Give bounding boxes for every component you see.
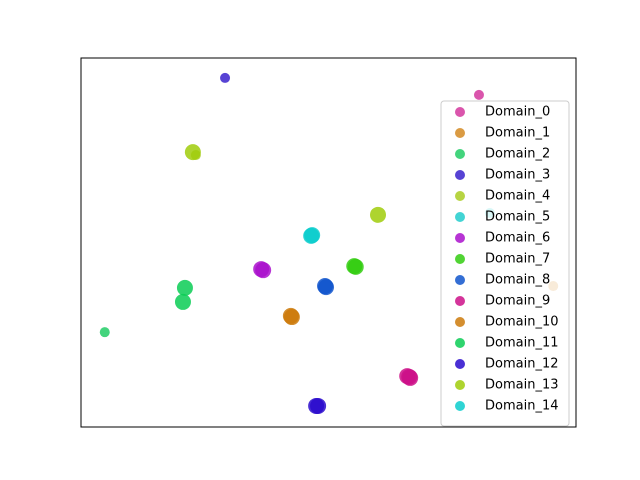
point	[220, 72, 231, 83]
legend-marker	[455, 296, 465, 306]
legend-marker	[455, 401, 465, 411]
point	[174, 293, 191, 310]
legend-label: Domain_5	[485, 210, 550, 225]
legend-label: Domain_6	[485, 231, 550, 246]
legend-label: Domain_8	[485, 273, 550, 288]
point	[255, 262, 272, 279]
legend-marker	[455, 317, 465, 327]
legend-label: Domain_14	[485, 399, 559, 414]
legend-label: Domain_11	[485, 336, 559, 351]
point	[370, 206, 386, 223]
legend-box	[440, 100, 570, 427]
legend-marker	[455, 380, 465, 390]
legend-marker	[455, 338, 465, 348]
point	[99, 327, 110, 338]
legend-label: Domain_9	[485, 294, 550, 309]
legend-marker	[455, 107, 465, 117]
legend-label: Domain_3	[485, 168, 550, 183]
legend-marker	[455, 170, 465, 180]
point	[473, 89, 484, 100]
legend-label: Domain_2	[485, 147, 550, 162]
legend-label: Domain_7	[485, 252, 550, 267]
legend-marker	[455, 233, 465, 243]
legend-label: Domain_13	[485, 378, 559, 393]
point	[399, 368, 416, 385]
legend-marker	[455, 254, 465, 264]
legend-marker	[455, 149, 465, 159]
legend-marker	[455, 212, 465, 222]
point	[283, 309, 300, 326]
legend-marker	[455, 191, 465, 201]
legend-label: Domain_12	[485, 357, 559, 372]
legend-marker	[455, 275, 465, 285]
legend-marker	[455, 128, 465, 138]
legend-label: Domain_10	[485, 315, 559, 330]
legend-label: Domain_1	[485, 126, 550, 141]
legend-marker	[455, 359, 465, 369]
legend-label: Domain_4	[485, 189, 550, 204]
point	[176, 279, 193, 296]
point	[318, 279, 335, 296]
point	[184, 144, 201, 161]
legend-label: Domain_0	[485, 105, 550, 120]
point	[303, 227, 320, 244]
point	[310, 397, 327, 414]
point	[347, 258, 364, 275]
axes-frame	[80, 57, 577, 428]
